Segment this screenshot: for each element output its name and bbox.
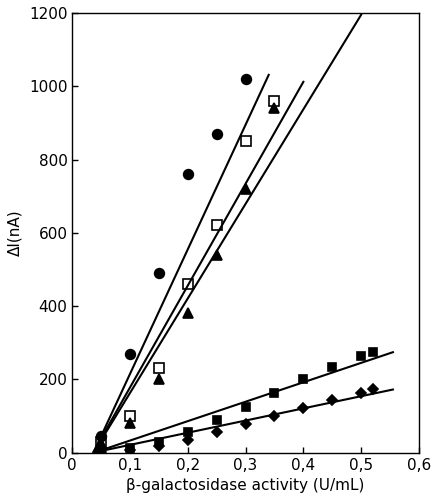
X-axis label: β-galactosidase activity (U/mL): β-galactosidase activity (U/mL)	[127, 478, 365, 493]
Y-axis label: ΔI(nA): ΔI(nA)	[7, 210, 22, 256]
